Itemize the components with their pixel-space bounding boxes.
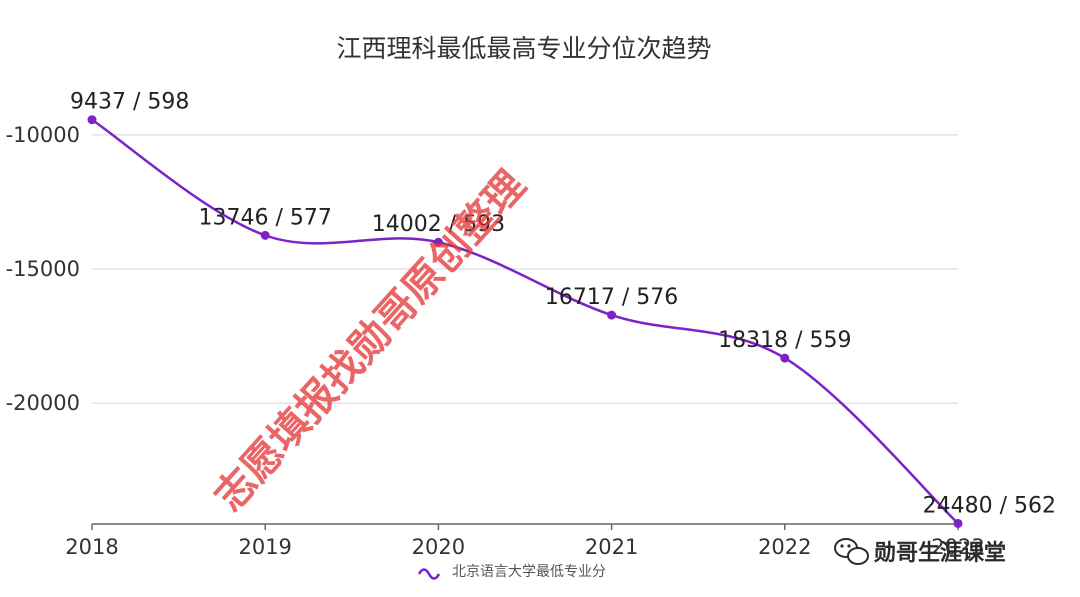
data-label: 13746 / 577 [199,205,332,230]
wechat-badge: 勋哥生涯课堂 [834,538,1006,566]
y-axis-ticks: -10000 -15000 -20000 [6,123,80,415]
data-label: 16717 / 576 [545,285,678,310]
x-tick-label: 2018 [65,535,118,559]
data-point [780,353,790,363]
data-point [260,230,270,240]
data-point [953,518,963,528]
data-point [433,237,443,247]
data-points [87,115,963,528]
y-tick-label: -10000 [6,123,80,147]
series-line [91,118,959,525]
x-axis-ticks: 2018 2019 2020 2021 2022 2023 [65,524,985,559]
legend-swatch-icon [417,568,441,580]
x-tick-label: 2022 [758,535,811,559]
chart-title: 江西理科最低最高专业分位次趋势 [336,34,711,63]
y-tick-label: -15000 [6,257,80,281]
data-labels: 9437 / 598 13746 / 577 14002 / 593 16717 / … [70,90,1056,519]
wechat-icon [834,538,869,565]
data-label: 14002 / 593 [372,212,505,237]
data-label: 18318 / 559 [718,328,851,353]
wechat-badge-text: 勋哥生涯课堂 [873,541,1006,566]
data-point [607,310,617,320]
x-tick-label: 2021 [585,535,638,559]
data-label: 24480 / 562 [923,493,1056,518]
legend[interactable]: 北京语言大学最低专业分 [417,564,606,580]
grid-lines [92,134,958,404]
y-tick-label: -20000 [6,391,80,415]
x-tick-label: 2020 [412,535,465,559]
data-label: 9437 / 598 [70,90,189,115]
data-point [87,115,97,125]
x-tick-label: 2019 [238,535,291,559]
x-tick-label: 2023 [931,535,984,559]
legend-label: 北京语言大学最低专业分 [452,564,606,580]
